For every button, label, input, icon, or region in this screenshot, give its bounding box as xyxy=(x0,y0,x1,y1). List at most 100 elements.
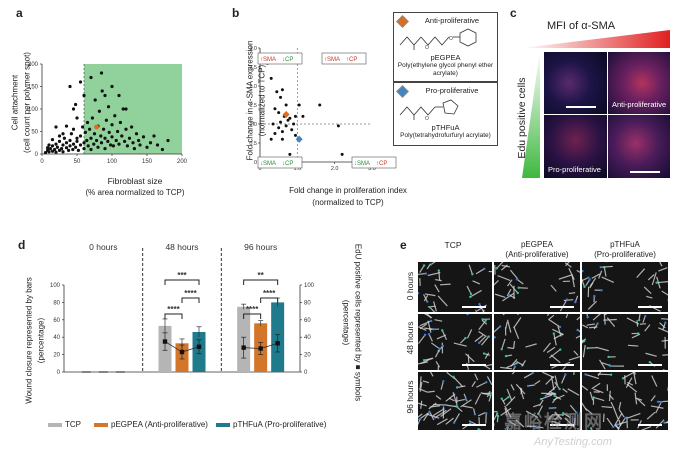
chart-a-point xyxy=(131,141,135,145)
quadrant-top-right-box xyxy=(321,52,367,65)
wound-cell xyxy=(510,358,518,367)
chart-a-point xyxy=(71,127,76,131)
chart-b-ytick-label: 0 xyxy=(254,160,257,166)
wound-cell xyxy=(633,372,637,385)
wound-image-r0-c2 xyxy=(582,262,668,312)
chart-a-point xyxy=(92,142,96,146)
chart-a-point xyxy=(43,151,48,155)
chart-a-ytick-label: 200 xyxy=(28,62,39,68)
wound-nucleus xyxy=(477,428,480,430)
chart-b-point xyxy=(288,152,292,156)
chart-a-point xyxy=(78,143,83,147)
wound-nucleus xyxy=(442,380,445,383)
quadrant-top-left-cp: ↓CP xyxy=(282,57,293,63)
wound-cell xyxy=(636,268,646,279)
wound-cell xyxy=(516,278,524,285)
wound-cell xyxy=(617,421,627,426)
wound-cell xyxy=(434,284,440,293)
chart-a-point xyxy=(97,109,101,113)
wound-nucleus xyxy=(621,377,625,380)
chart-a-point xyxy=(60,147,64,151)
wound-image-r1-c2 xyxy=(582,314,668,370)
chart-d-sig-bracket xyxy=(243,313,262,319)
wound-cell xyxy=(559,299,568,312)
wound-nucleus xyxy=(531,372,535,375)
chart-a-point xyxy=(110,123,114,127)
wound-cell xyxy=(497,275,511,282)
quadrant-bottom-right-box xyxy=(351,156,397,169)
chart-a-point xyxy=(54,150,58,154)
wound-cell xyxy=(568,292,576,295)
wound-nucleus xyxy=(526,384,530,388)
wound-cell xyxy=(452,391,457,404)
wound-cell xyxy=(426,413,440,419)
wound-cell xyxy=(606,417,614,428)
chart-a-point xyxy=(64,141,69,145)
wound-nucleus xyxy=(482,352,486,355)
wound-cell xyxy=(419,381,423,392)
wound-cell xyxy=(506,388,513,401)
chart-b-point xyxy=(336,124,340,128)
edu-gradient-wedge xyxy=(522,50,540,178)
chart-d-ytick-right-label: 40 xyxy=(304,335,311,341)
chart-a-point xyxy=(64,146,69,150)
legend-swatch-pegpea xyxy=(94,422,108,427)
chart-d-group-label: 48 hours xyxy=(165,242,198,252)
wound-cell xyxy=(419,265,425,273)
wound-col-title-3: pTHFuA xyxy=(610,240,640,249)
chart-b-point xyxy=(293,114,297,118)
wound-nucleus xyxy=(452,375,455,378)
wound-cell xyxy=(586,314,589,318)
chart-a-point xyxy=(92,132,97,136)
wound-cell xyxy=(600,265,613,268)
wound-nucleus xyxy=(488,393,491,397)
wound-cell xyxy=(533,403,541,408)
quadrant-top-right-sma: ↑SMA xyxy=(324,57,340,63)
chart-d-symbol-2-1 xyxy=(196,344,202,349)
wound-image-r2-c0 xyxy=(418,372,492,430)
wound-nucleus xyxy=(596,322,599,325)
wound-cell xyxy=(500,366,512,370)
watermark-cn: 嘉峪检测网 xyxy=(504,412,604,432)
wound-cell xyxy=(478,428,482,430)
wound-scale-bar xyxy=(462,424,486,426)
wound-cell xyxy=(435,278,442,282)
wound-cell xyxy=(573,350,579,356)
wound-cell xyxy=(477,412,486,417)
micro-label-anti: Anti-proliferative xyxy=(612,100,667,109)
wound-nucleus xyxy=(660,400,663,404)
chart-a-point xyxy=(117,93,121,98)
diamond-orange-icon xyxy=(396,15,409,28)
wound-nucleus xyxy=(418,292,420,295)
wound-nucleus xyxy=(500,397,503,400)
micro-image-pro: Pro-proliferative xyxy=(544,115,607,178)
wound-scale-bar xyxy=(638,364,662,366)
chem-structure-pegpea: O O xyxy=(399,28,477,51)
wound-cell xyxy=(512,366,516,370)
wound-scale-bar xyxy=(638,424,662,426)
wound-cell xyxy=(540,394,553,400)
quadrant-bottom-left-cp: ↓CP xyxy=(282,161,293,167)
wound-cell xyxy=(456,398,466,402)
wound-cell xyxy=(423,314,433,319)
micro-label-pro: Pro-proliferative xyxy=(548,165,601,174)
micro-image-anti: Anti-proliferative xyxy=(608,52,670,114)
wound-cell xyxy=(419,320,432,327)
chart-a-point xyxy=(89,147,93,152)
wound-cell xyxy=(433,301,437,312)
chart-d-sig-label: **** xyxy=(167,305,180,314)
wound-cell xyxy=(457,385,466,389)
chart-a-point xyxy=(103,147,107,151)
chart-b-point xyxy=(286,118,290,122)
chart-a-point xyxy=(120,134,124,138)
chart-b-point xyxy=(275,90,279,94)
wound-cell xyxy=(553,333,557,346)
chart-a-point xyxy=(111,144,115,148)
wound-cell xyxy=(460,399,472,408)
chart-b-point xyxy=(277,126,281,130)
wound-nucleus xyxy=(573,417,576,421)
wound-cell xyxy=(475,309,478,312)
wound-cell xyxy=(488,270,492,273)
legend-pthfua: pTHFuA (Pro-proliferative) xyxy=(216,420,326,429)
wound-scale-bar xyxy=(638,306,662,308)
